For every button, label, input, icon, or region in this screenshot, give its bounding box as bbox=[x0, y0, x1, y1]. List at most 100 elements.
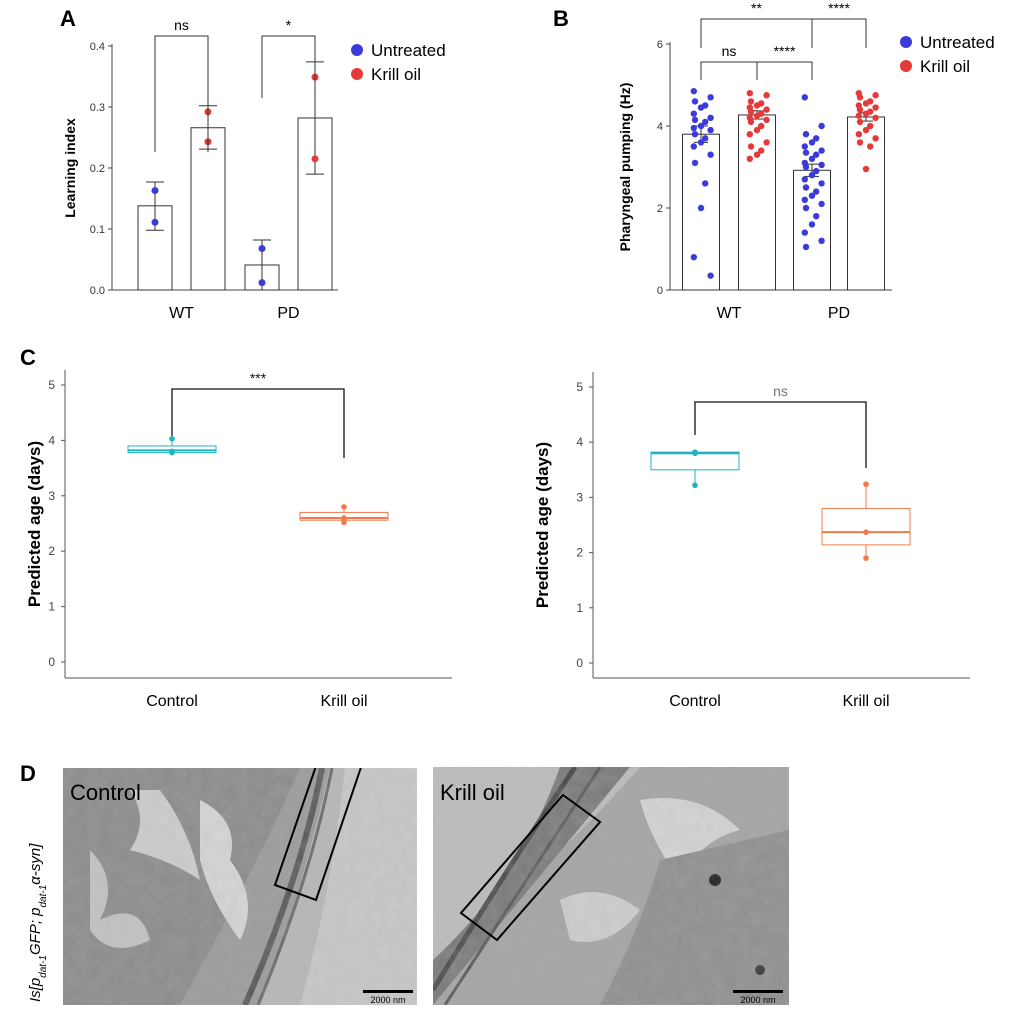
data-point bbox=[802, 204, 810, 212]
micrograph-krill-oil-label: Krill oil bbox=[440, 780, 505, 805]
y-tick-label: 0 bbox=[657, 285, 663, 297]
data-point bbox=[818, 237, 825, 244]
data-point bbox=[702, 135, 709, 142]
y-tick-label: 4 bbox=[48, 433, 55, 447]
data-point bbox=[691, 159, 699, 167]
data-point bbox=[341, 504, 347, 510]
data-point bbox=[341, 515, 347, 521]
data-point bbox=[867, 143, 874, 150]
data-point bbox=[707, 114, 714, 122]
panel-label-d: D bbox=[20, 761, 36, 786]
data-point bbox=[707, 151, 714, 158]
y-tick-label: 0.2 bbox=[90, 163, 105, 175]
data-point bbox=[872, 114, 879, 122]
y-tick-label: 0 bbox=[576, 656, 583, 670]
micrograph-krill-oil: 2000 nm bbox=[433, 767, 789, 1005]
data-point bbox=[753, 126, 761, 134]
data-point bbox=[808, 192, 816, 199]
legend-swatch bbox=[900, 36, 912, 48]
significance-bracket bbox=[694, 401, 867, 468]
data-point bbox=[692, 482, 698, 489]
data-point bbox=[856, 118, 864, 126]
data-point bbox=[862, 100, 870, 107]
data-point bbox=[802, 163, 810, 171]
data-point bbox=[169, 449, 175, 456]
significance-bracket bbox=[261, 35, 316, 98]
data-point bbox=[818, 180, 825, 187]
panel-a-bar-chart: 0.0 0.1 0.2 0.3 0.4 Learning index WT PD ns * Untr… bbox=[62, 17, 446, 322]
data-point bbox=[311, 155, 319, 163]
data-point bbox=[863, 555, 869, 561]
box bbox=[821, 507, 911, 546]
data-point bbox=[691, 116, 699, 124]
y-tick-label: 1 bbox=[48, 600, 55, 614]
data-point bbox=[692, 450, 698, 457]
category-label: Krill oil bbox=[320, 693, 367, 710]
category-label: Control bbox=[669, 693, 721, 710]
y-tick-label: 2 bbox=[657, 203, 663, 215]
panel-label-b: B bbox=[553, 6, 569, 31]
significance-label: * bbox=[286, 17, 292, 33]
data-point bbox=[758, 147, 765, 154]
scale-bar bbox=[733, 990, 783, 993]
significance-label: ns bbox=[722, 43, 737, 59]
significance-label: ns bbox=[174, 17, 189, 33]
data-point bbox=[856, 94, 864, 101]
scale-bar bbox=[363, 990, 413, 993]
data-point bbox=[697, 104, 705, 111]
y-tick-label: 0.1 bbox=[90, 224, 105, 236]
y-axis-label: Learning index bbox=[62, 118, 78, 218]
data-point bbox=[747, 98, 755, 105]
category-label: Control bbox=[146, 693, 198, 710]
data-point bbox=[856, 139, 864, 146]
category-label: Krill oil bbox=[842, 693, 889, 710]
roi-box bbox=[459, 793, 602, 942]
data-point bbox=[862, 126, 870, 134]
y-tick-label: 0.3 bbox=[90, 102, 105, 114]
y-tick-label: 1 bbox=[576, 601, 583, 615]
scale-bar-label: 2000 nm bbox=[740, 995, 775, 1005]
y-tick-label: 5 bbox=[48, 378, 55, 392]
data-point bbox=[747, 143, 755, 150]
data-point bbox=[818, 122, 825, 130]
data-point bbox=[690, 110, 697, 117]
y-tick-label: 3 bbox=[576, 490, 583, 504]
data-point bbox=[813, 188, 820, 195]
data-point bbox=[691, 131, 699, 138]
data-point bbox=[801, 94, 808, 101]
legend-swatch bbox=[351, 44, 363, 56]
significance-label: ns bbox=[773, 383, 788, 399]
data-point bbox=[151, 187, 159, 195]
data-point bbox=[862, 110, 870, 117]
significance-label: *** bbox=[250, 370, 267, 386]
legend-entry: Untreated bbox=[920, 33, 995, 52]
group-label: PD bbox=[828, 305, 850, 322]
data-point bbox=[690, 87, 697, 95]
panel-d-micrographs: Is[pdat-1GFP; pdat-1α-syn] 2000 nm Contr… bbox=[27, 767, 789, 1005]
legend-swatch bbox=[351, 68, 363, 80]
significance-label: ** bbox=[751, 0, 762, 16]
bar bbox=[190, 127, 226, 291]
significance-label: **** bbox=[774, 43, 796, 59]
data-point bbox=[763, 92, 770, 99]
data-point bbox=[763, 116, 770, 124]
data-point bbox=[818, 147, 825, 154]
data-point bbox=[802, 131, 810, 138]
data-point bbox=[813, 151, 820, 158]
data-point bbox=[746, 90, 753, 97]
data-point bbox=[258, 279, 266, 287]
bar bbox=[847, 116, 885, 291]
y-tick-label: 6 bbox=[657, 39, 663, 51]
y-tick-label: 3 bbox=[48, 489, 55, 503]
significance-bracket bbox=[811, 18, 867, 48]
data-point bbox=[818, 161, 825, 169]
legend-entry: Untreated bbox=[371, 41, 446, 60]
data-point bbox=[802, 184, 810, 191]
data-point bbox=[862, 165, 870, 173]
data-point bbox=[801, 143, 808, 150]
data-point bbox=[872, 92, 879, 99]
data-point bbox=[690, 124, 697, 132]
data-point bbox=[867, 122, 874, 130]
data-point bbox=[855, 112, 862, 119]
